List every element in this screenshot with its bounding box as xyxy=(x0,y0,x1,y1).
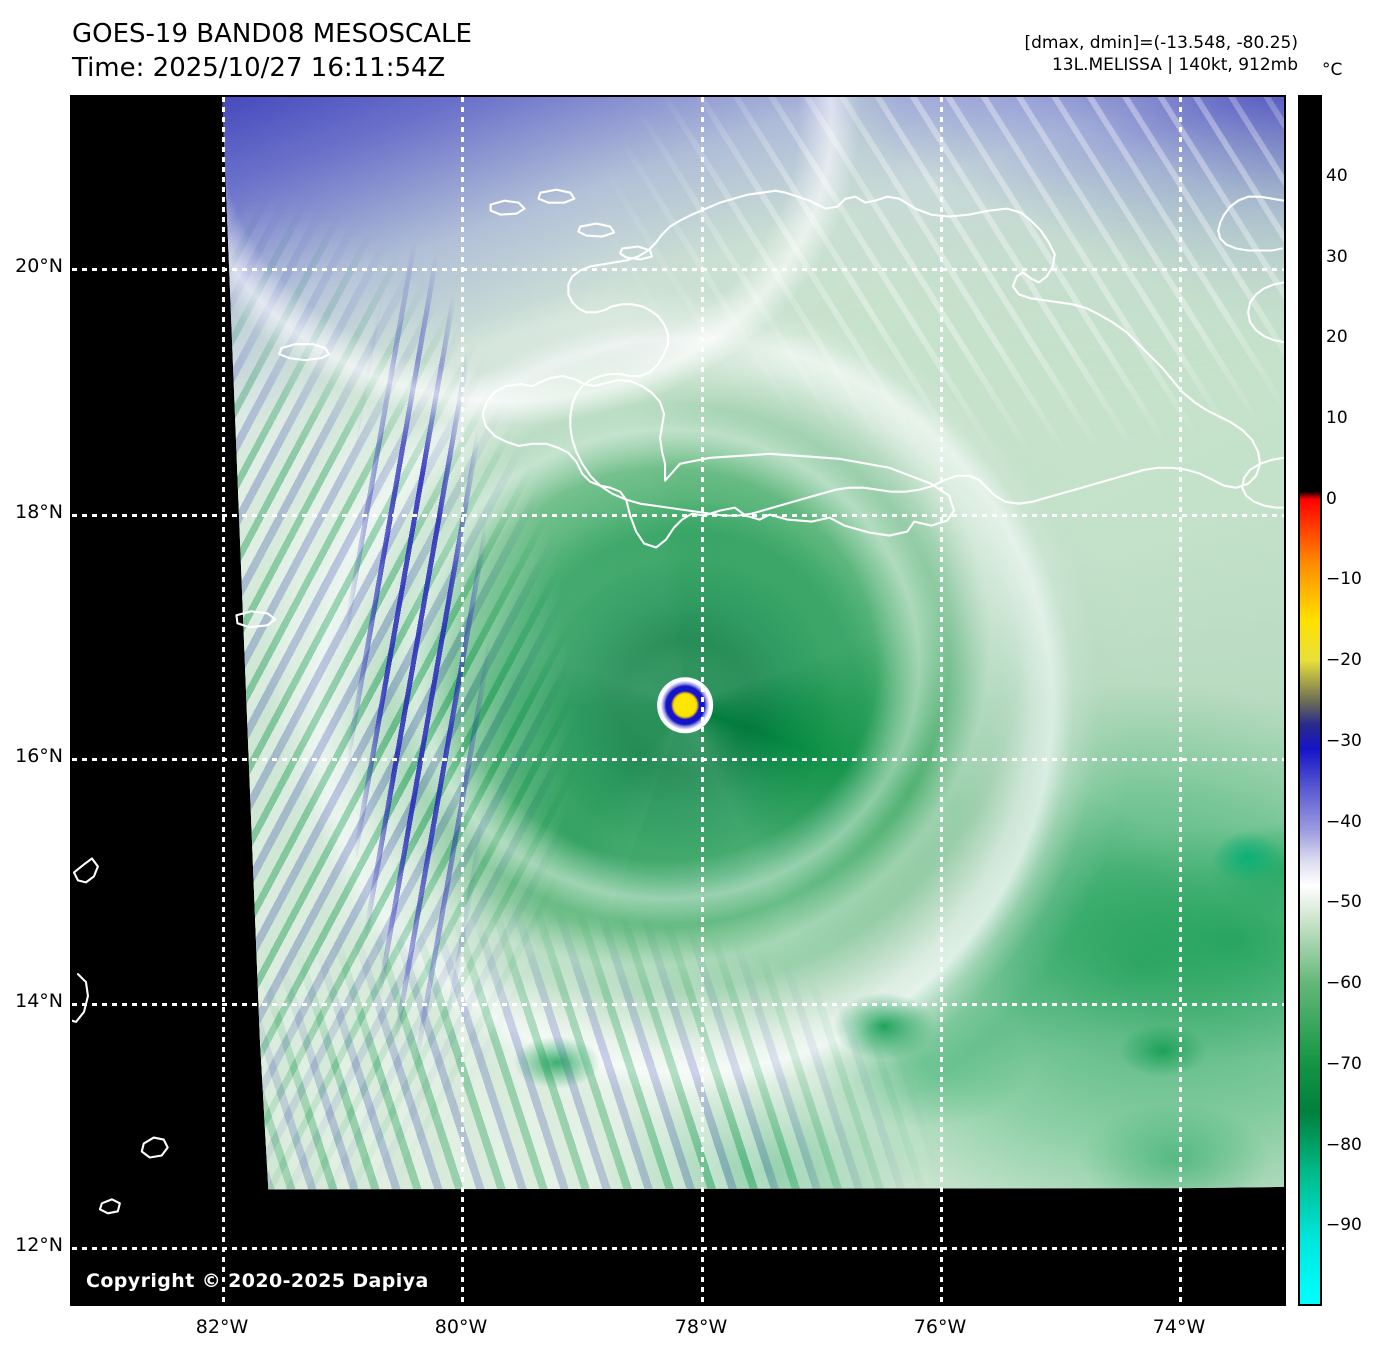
satellite-ir-field xyxy=(222,97,1284,1190)
cay-outline-5 xyxy=(235,610,277,629)
colorbar-tick-label: −60 xyxy=(1326,973,1362,994)
dminmax-label: [dmax, dmin]=(-13.548, -80.25) xyxy=(1024,33,1299,53)
colorbar-tick-label: 0 xyxy=(1326,488,1337,509)
colorbar-tick-label: 30 xyxy=(1326,246,1348,267)
nicaragua-coast-outline xyxy=(72,857,99,884)
latitude-axis: 20°N 18°N 16°N 14°N 12°N xyxy=(0,95,64,1306)
coastline-overlay xyxy=(72,188,1284,1215)
offshore-island-outline xyxy=(72,973,89,1023)
cay-outline-4 xyxy=(619,245,654,261)
colorbar-tick-label: −70 xyxy=(1326,1053,1362,1074)
southern-edge-clouds xyxy=(222,97,1284,1190)
xtick-label: 78°W xyxy=(674,1316,728,1338)
colorbar-tick-label: −20 xyxy=(1326,650,1362,671)
san-andres-outline xyxy=(140,1136,169,1159)
storm-info-label: 13L.MELISSA | 140kt, 912mb xyxy=(1051,55,1298,76)
jamaica-coastline xyxy=(481,375,956,549)
title-block: GOES-19 BAND08 MESOSCALE Time: 2025/10/2… xyxy=(72,18,472,86)
colorbar-tick-labels: 40 30 20 10 0 −10 −20 −30 −40 −50 −60 −70 −80 −90 xyxy=(1326,95,1386,1306)
cay-outline-3 xyxy=(577,222,616,238)
map-plot-area[interactable]: Copyright © 2020-2025 Dapiya xyxy=(70,95,1286,1306)
haiti-peninsula-coastline xyxy=(1241,456,1284,509)
timestamp-label: Time: 2025/10/27 16:11:54Z xyxy=(72,52,446,83)
colorbar-tick-label: −50 xyxy=(1326,892,1362,913)
colorbar-tick-label: 20 xyxy=(1326,327,1348,348)
colorbar-tick-label: −90 xyxy=(1326,1215,1362,1236)
small-cay-outline xyxy=(98,1198,121,1215)
colorbar-tick-label: −30 xyxy=(1326,730,1362,751)
ytick-label: 18°N xyxy=(15,501,63,523)
cayman-island-outline xyxy=(278,343,331,362)
hispaniola-south-coastline xyxy=(1247,281,1284,344)
cuba-coastline xyxy=(567,189,1262,517)
cay-outline-2 xyxy=(537,188,576,204)
xtick-label: 74°W xyxy=(1152,1316,1206,1338)
xtick-label: 80°W xyxy=(434,1316,488,1338)
colorbar-tick-label: −40 xyxy=(1326,811,1362,832)
colorbar-tick-label: −80 xyxy=(1326,1134,1362,1155)
colorbar-tick-label: 10 xyxy=(1326,407,1348,428)
southeast-convection xyxy=(222,97,1284,1190)
colorbar-unit-label: °C xyxy=(1322,60,1343,80)
copyright-label: Copyright © 2020-2025 Dapiya xyxy=(86,1270,429,1292)
colorbar-gradient xyxy=(1300,97,1320,1304)
page-title: GOES-19 BAND08 MESOSCALE xyxy=(72,19,472,49)
ytick-label: 14°N xyxy=(15,990,63,1012)
longitude-axis: 82°W 80°W 78°W 76°W 74°W xyxy=(70,1316,1286,1346)
colorbar xyxy=(1298,95,1322,1306)
colorbar-tick-label: 40 xyxy=(1326,165,1348,186)
ytick-label: 20°N xyxy=(15,255,63,277)
ytick-label: 12°N xyxy=(15,1234,63,1256)
xtick-label: 76°W xyxy=(913,1316,967,1338)
ytick-label: 16°N xyxy=(15,745,63,767)
xtick-label: 82°W xyxy=(195,1316,249,1338)
hispaniola-coastline xyxy=(1217,195,1284,252)
colorbar-tick-label: −10 xyxy=(1326,569,1362,590)
cay-outline-1 xyxy=(489,199,526,216)
metadata-block: [dmax, dmin]=(-13.548, -80.25) 13L.MELIS… xyxy=(1025,32,1299,77)
